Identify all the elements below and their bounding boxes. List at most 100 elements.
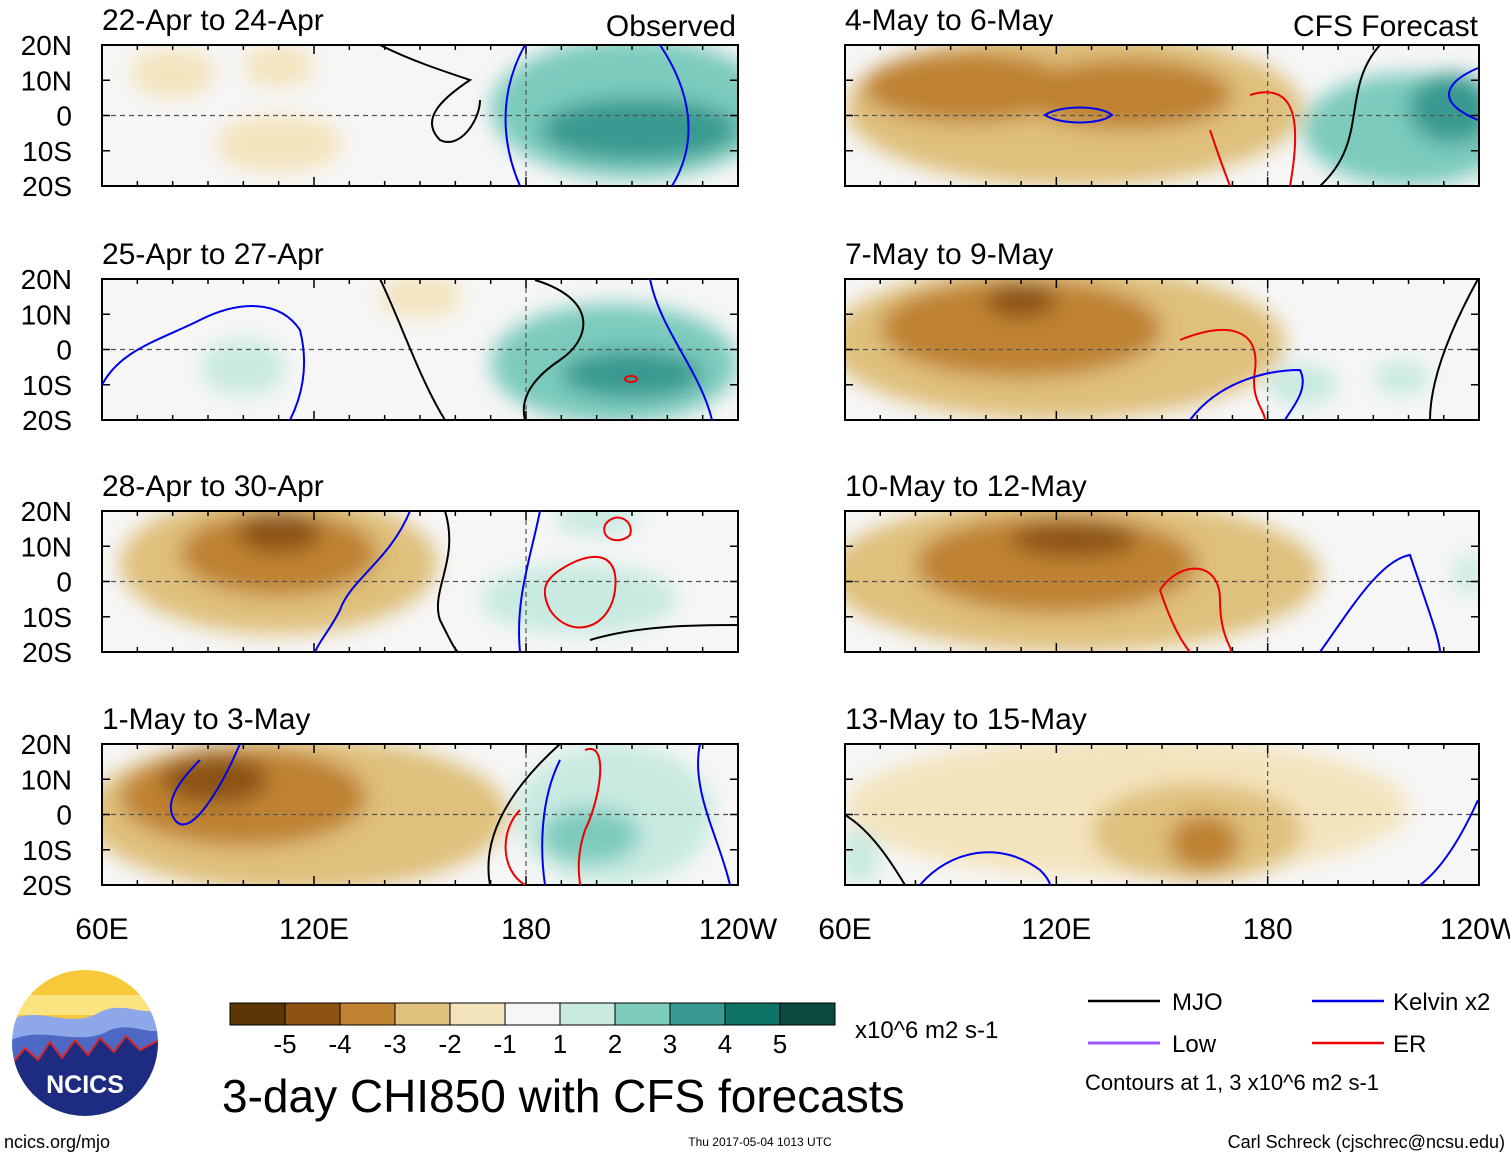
anomaly-blob bbox=[1010, 521, 1138, 557]
mjo-contour bbox=[379, 279, 446, 420]
kelvin-contour bbox=[1189, 368, 1304, 420]
legend-label-kelvin: Kelvin x2 bbox=[1393, 989, 1490, 1016]
anomaly-blob bbox=[540, 807, 640, 864]
anomaly-blob bbox=[985, 282, 1057, 318]
colorbar-tick-label: -1 bbox=[493, 1029, 516, 1059]
colorbar-tick-label: -2 bbox=[438, 1029, 461, 1059]
anomaly-blob bbox=[862, 52, 1074, 123]
y-tick-label: 10S bbox=[22, 602, 72, 633]
colorbar-swatch bbox=[394, 1002, 451, 1026]
panel-title: 13-May to 15-May bbox=[845, 703, 1087, 736]
y-tick-label: 20N bbox=[21, 264, 72, 295]
mjo-contour bbox=[845, 814, 906, 885]
colorbar-swatch bbox=[504, 1002, 561, 1026]
colorbar-swatch bbox=[284, 1002, 341, 1026]
anomaly-blob bbox=[1169, 814, 1240, 871]
colorbar-swatch bbox=[669, 1002, 726, 1026]
y-tick-label: 10S bbox=[22, 136, 72, 167]
kelvin-contour bbox=[518, 511, 541, 652]
er-contour bbox=[1209, 91, 1297, 186]
colorbar-tick-label: 3 bbox=[663, 1029, 677, 1059]
y-tick-label: 0 bbox=[56, 567, 72, 598]
footer-credit: Carl Schreck (cjschrec@ncsu.edu) bbox=[1228, 1132, 1505, 1152]
hovmoller-panel-observed-1: 20N 10N 0 10S 20S bbox=[21, 30, 739, 202]
y-tick-label: 20N bbox=[21, 496, 72, 527]
logo-text: NCICS bbox=[46, 1071, 124, 1099]
anomaly-blob bbox=[200, 338, 286, 396]
anomaly-field bbox=[130, 45, 738, 179]
er-contour bbox=[577, 747, 602, 885]
y-tick-label: 0 bbox=[56, 335, 72, 366]
colorbar-swatch bbox=[559, 1002, 616, 1026]
panel-title: 22-Apr to 24-Apr bbox=[102, 4, 324, 37]
footer-url: ncics.org/mjo bbox=[4, 1132, 110, 1152]
x-tick-label: 120E bbox=[279, 913, 349, 946]
anomaly-blob bbox=[845, 828, 881, 885]
kelvin-contour bbox=[1043, 106, 1114, 124]
anomaly-blob bbox=[130, 48, 216, 98]
anomaly-blob bbox=[1021, 59, 1233, 130]
x-tick-label: 60E bbox=[818, 913, 871, 946]
forecast-column-label: CFS Forecast bbox=[1293, 10, 1479, 43]
legend: MJO Kelvin x2 Low ER Contours at 1, 3 x1… bbox=[1085, 989, 1490, 1095]
anomaly-blob bbox=[540, 97, 738, 162]
colorbar-tick-label: 4 bbox=[718, 1029, 732, 1059]
legend-label-mjo: MJO bbox=[1172, 989, 1223, 1016]
hovmoller-panel-observed-3: 20N 10N 0 10S 20S bbox=[21, 496, 739, 668]
y-tick-label: 20N bbox=[21, 729, 72, 760]
er-contour bbox=[543, 556, 617, 629]
y-tick-label: 10N bbox=[21, 531, 72, 562]
colorbar-swatch bbox=[779, 1002, 836, 1026]
kelvin-contour bbox=[1319, 553, 1441, 652]
anomaly-blob bbox=[1408, 73, 1479, 144]
legend-label-low: Low bbox=[1172, 1031, 1217, 1058]
anomaly-blob bbox=[377, 279, 463, 318]
anomaly-blob bbox=[561, 349, 703, 399]
panel-title: 4-May to 6-May bbox=[845, 4, 1053, 37]
colorbar-tick-label: 2 bbox=[608, 1029, 622, 1059]
units-label: x10^6 m2 s-1 bbox=[855, 1017, 998, 1044]
hovmoller-panel-forecast-4: 60E 120E 180 120W bbox=[818, 743, 1510, 946]
x-tick-label: 180 bbox=[501, 913, 551, 946]
mjo-contour bbox=[436, 511, 459, 652]
colorbar-swatch bbox=[614, 1002, 671, 1026]
colorbar-swatch bbox=[449, 1002, 506, 1026]
colorbar-swatch bbox=[229, 1002, 286, 1026]
er-contour bbox=[1179, 329, 1266, 420]
y-tick-label: 0 bbox=[56, 800, 72, 831]
panel-title: 7-May to 9-May bbox=[845, 238, 1053, 271]
legend-note: Contours at 1, 3 x10^6 m2 s-1 bbox=[1085, 1070, 1379, 1095]
chart-title: 3-day CHI850 with CFS forecasts bbox=[222, 1070, 905, 1122]
anomaly-blob bbox=[162, 754, 269, 804]
y-tick-label: 10N bbox=[21, 65, 72, 96]
anomaly-blob bbox=[1454, 553, 1479, 596]
x-tick-label: 120W bbox=[699, 913, 778, 946]
anomaly-blob bbox=[243, 45, 314, 88]
hovmoller-panel-forecast-1 bbox=[844, 44, 1480, 187]
colorbar-tick-label: 5 bbox=[773, 1029, 787, 1059]
colorbar-tick-label: -5 bbox=[273, 1029, 296, 1059]
hovmoller-panel-observed-2: 20N 10N 0 10S 20S bbox=[21, 264, 739, 436]
anomaly-field bbox=[102, 744, 714, 885]
er-contour bbox=[504, 809, 526, 885]
y-tick-label: 10S bbox=[22, 370, 72, 401]
kelvin-contour bbox=[1448, 67, 1479, 121]
kelvin-contour bbox=[102, 305, 306, 420]
x-tick-label: 120E bbox=[1021, 913, 1091, 946]
observed-column-label: Observed bbox=[606, 10, 736, 43]
colorbar: -5 -4 -3 -2 -1 1 2 3 4 5 bbox=[229, 1002, 836, 1059]
mjo-contour bbox=[487, 744, 561, 885]
mjo-contour bbox=[1429, 279, 1479, 420]
x-tick-label: 60E bbox=[75, 913, 128, 946]
kelvin-contour bbox=[169, 744, 241, 826]
er-contour bbox=[624, 375, 639, 383]
y-tick-label: 20S bbox=[22, 637, 72, 668]
legend-label-er: ER bbox=[1393, 1031, 1426, 1058]
er-contour bbox=[1159, 567, 1233, 652]
y-tick-label: 10N bbox=[21, 299, 72, 330]
anomaly-field bbox=[200, 279, 738, 420]
panel-title: 28-Apr to 30-Apr bbox=[102, 470, 324, 503]
mjo-contour bbox=[1319, 45, 1381, 186]
